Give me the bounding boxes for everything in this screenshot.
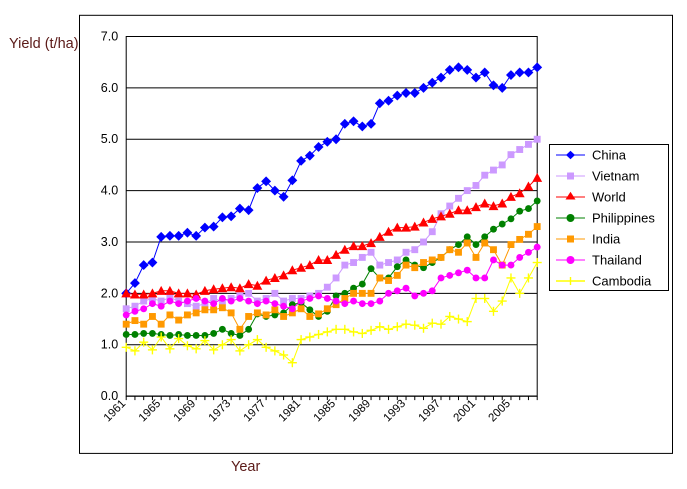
svg-text:6.0: 6.0 <box>101 81 118 95</box>
svg-text:Cambodia: Cambodia <box>592 274 652 289</box>
svg-text:3.0: 3.0 <box>101 235 118 249</box>
svg-text:Thailand: Thailand <box>592 253 642 268</box>
svg-text:2.0: 2.0 <box>101 286 118 300</box>
svg-text:World: World <box>592 190 626 205</box>
svg-text:Vietnam: Vietnam <box>592 169 639 184</box>
svg-text:India: India <box>592 232 621 247</box>
svg-text:7.0: 7.0 <box>101 30 118 44</box>
svg-text:1.0: 1.0 <box>101 338 118 352</box>
svg-text:4.0: 4.0 <box>101 184 118 198</box>
svg-text:5.0: 5.0 <box>101 132 118 146</box>
svg-text:Year: Year <box>231 459 260 475</box>
svg-text:Philippines: Philippines <box>592 211 655 226</box>
svg-text:Yield (t/ha): Yield (t/ha) <box>9 36 79 52</box>
svg-text:China: China <box>592 148 627 163</box>
